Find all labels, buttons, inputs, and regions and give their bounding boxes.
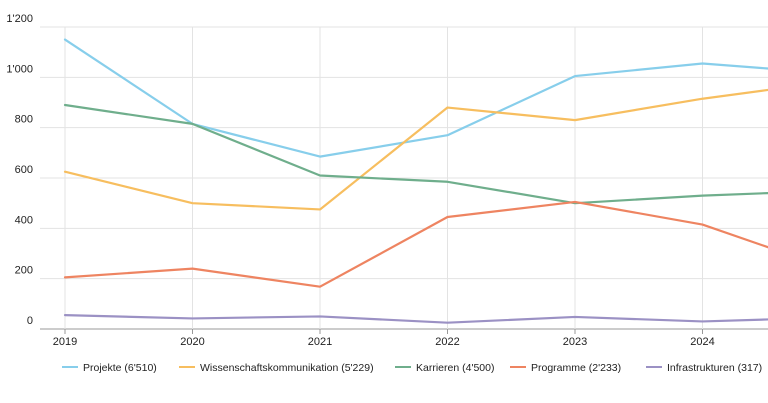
y-axis: 0 200 400 600 800 1'000 1'200 [6, 13, 33, 327]
y-tick-label: 400 [15, 214, 33, 226]
y-tick-label: 200 [15, 265, 33, 277]
legend-label: Projekte (6'510) [83, 362, 157, 374]
x-tick-label: 2021 [308, 336, 332, 348]
series-line-4 [63, 314, 768, 324]
x-tick-label: 2023 [563, 336, 587, 348]
plot-area [63, 38, 768, 324]
x-axis: 2019 2020 2021 2022 2023 2024 [53, 329, 715, 348]
y-tick-label: 800 [15, 114, 33, 126]
x-tick-label: 2020 [180, 336, 204, 348]
legend-item[interactable]: Projekte (6'510) [62, 362, 157, 374]
legend-label: Infrastrukturen (317) [667, 362, 762, 374]
y-tick-label: 1'000 [6, 63, 33, 75]
series-line-0 [63, 38, 768, 158]
x-tick-label: 2024 [690, 336, 714, 348]
legend-item[interactable]: Programme (2'233) [510, 362, 621, 374]
legend-label: Wissenschaftskommunikation (5'229) [200, 362, 374, 374]
grid [40, 26, 768, 330]
x-tick-label: 2022 [435, 336, 459, 348]
series-line-2 [63, 103, 768, 205]
legend-label: Karrieren (4'500) [416, 362, 494, 374]
legend-item[interactable]: Wissenschaftskommunikation (5'229) [179, 362, 374, 374]
legend-item[interactable]: Infrastrukturen (317) [646, 362, 762, 374]
series-line-3 [63, 200, 768, 288]
legend-label: Programme (2'233) [531, 362, 621, 374]
y-tick-label: 600 [15, 164, 33, 176]
y-tick-label: 0 [27, 315, 33, 327]
series-line-1 [63, 88, 768, 211]
legend: Projekte (6'510) Wissenschaftskommunikati… [62, 362, 762, 374]
x-tick-label: 2019 [53, 336, 77, 348]
legend-item[interactable]: Karrieren (4'500) [395, 362, 494, 374]
y-tick-label: 1'200 [6, 13, 33, 25]
